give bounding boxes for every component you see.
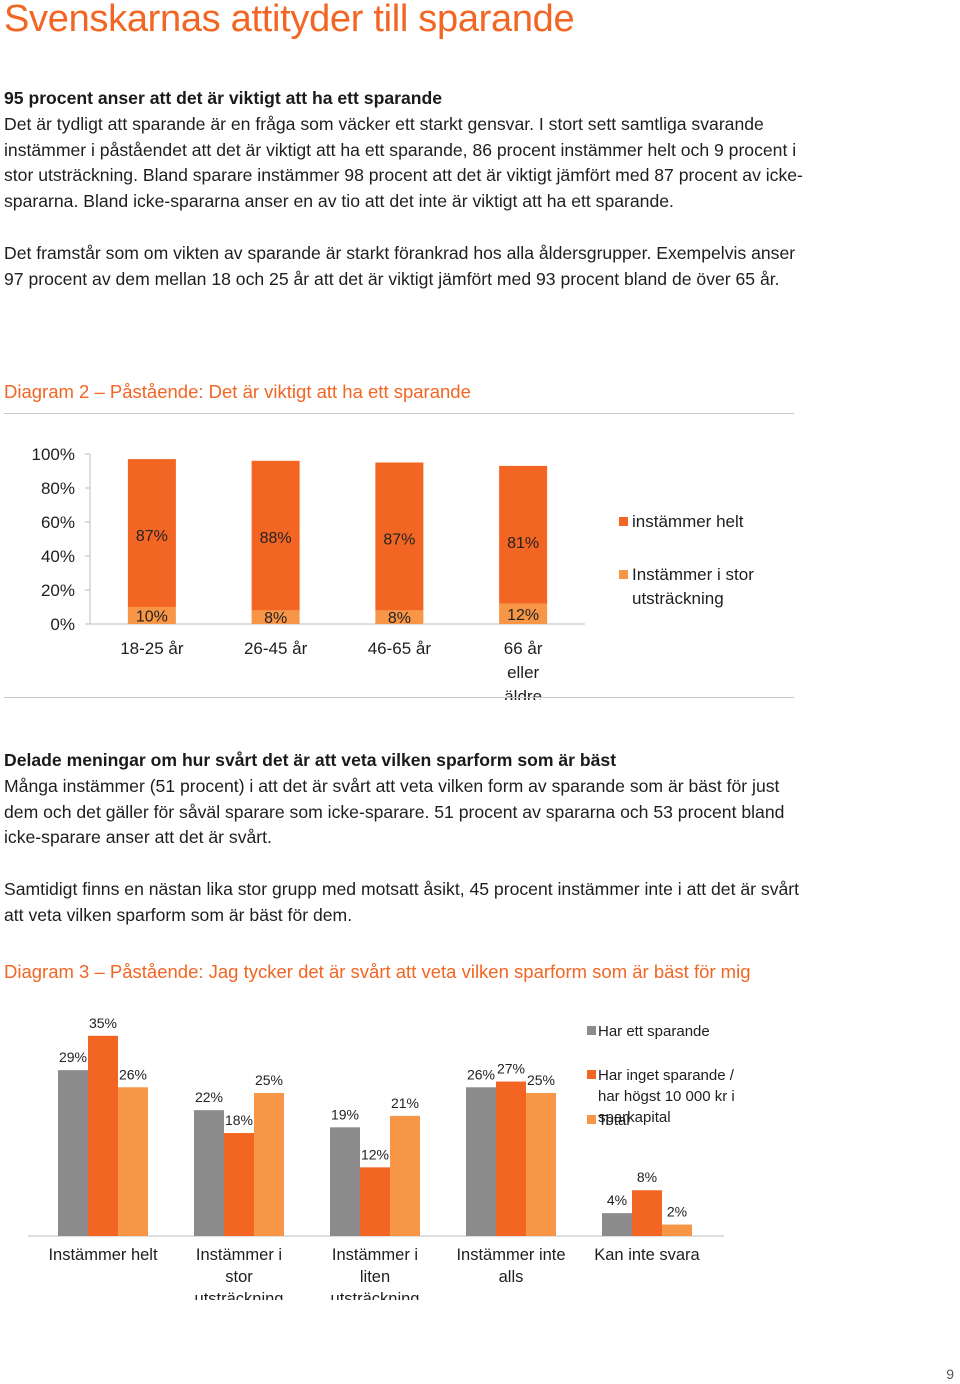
section-heading: 95 procent anser att det är viktigt att … bbox=[4, 88, 443, 108]
bar-segment bbox=[499, 465, 548, 604]
data-label: 35% bbox=[89, 1015, 117, 1031]
y-tick-label: 40% bbox=[41, 547, 75, 566]
bar-segment bbox=[127, 459, 176, 607]
legend-label: sparkapital bbox=[598, 1109, 671, 1126]
x-tick-label: Kan inte svara bbox=[594, 1246, 700, 1264]
section-heading: Delade meningar om hur svårt det är att … bbox=[4, 750, 617, 770]
bar-segment bbox=[375, 610, 424, 624]
data-label: 21% bbox=[391, 1095, 419, 1111]
data-label: 27% bbox=[497, 1061, 525, 1077]
bar bbox=[330, 1127, 360, 1236]
x-tick-label: Instämmer i bbox=[196, 1246, 282, 1264]
legend-swatch bbox=[587, 1115, 596, 1124]
bar bbox=[632, 1190, 662, 1236]
page-number: 9 bbox=[946, 1366, 954, 1382]
data-label: 12% bbox=[507, 607, 539, 624]
section-2: Delade meningar om hur svårt det är att … bbox=[4, 748, 804, 929]
bar bbox=[496, 1081, 526, 1236]
intro-section: 95 procent anser att det är viktigt att … bbox=[4, 86, 804, 292]
data-label: 19% bbox=[331, 1106, 359, 1122]
bar-segment bbox=[375, 462, 424, 611]
paragraph: Många instämmer (51 procent) i att det ä… bbox=[4, 775, 785, 848]
legend-label: Instämmer i stor bbox=[632, 565, 754, 584]
page-title: Svenskarnas attityder till sparande bbox=[4, 0, 575, 40]
x-tick-label: utsträckning bbox=[195, 1290, 284, 1300]
diagram-2-title: Diagram 2 – Påstående: Det är viktigt at… bbox=[4, 381, 471, 402]
legend-label: Total bbox=[598, 1112, 630, 1129]
x-tick-label: Instämmer inte bbox=[456, 1246, 565, 1264]
bar-segment bbox=[251, 610, 300, 624]
y-tick-label: 60% bbox=[41, 513, 75, 532]
data-label: 26% bbox=[467, 1066, 495, 1082]
x-tick-label: 26-45 år bbox=[244, 639, 308, 658]
bar bbox=[390, 1115, 420, 1236]
bar bbox=[602, 1213, 632, 1236]
legend-swatch bbox=[587, 1026, 596, 1035]
x-tick-label: alls bbox=[499, 1268, 524, 1286]
diagram-3-chart: 29% 35% 26% Instämmer helt 22%18% 25% Instämme… bbox=[28, 1015, 735, 1300]
legend-label: Har inget sparande / bbox=[598, 1067, 735, 1084]
bar-segment bbox=[499, 603, 548, 624]
data-label: 10% bbox=[136, 609, 168, 626]
data-label: 4% bbox=[607, 1192, 627, 1208]
y-tick-label: 100% bbox=[32, 445, 75, 464]
bar bbox=[526, 1093, 556, 1236]
bar bbox=[118, 1087, 148, 1236]
x-tick-label: stor bbox=[225, 1268, 253, 1286]
bar-segment bbox=[251, 460, 300, 611]
bar-segment bbox=[127, 607, 176, 624]
legend-label: instämmer helt bbox=[632, 512, 744, 531]
bar bbox=[58, 1070, 88, 1236]
legend-label: Har ett sparande bbox=[598, 1023, 710, 1040]
y-tick-label: 20% bbox=[41, 581, 75, 600]
data-label: 18% bbox=[225, 1112, 253, 1128]
diagram-2-chart: 0% 20% 40% 60% 80% 100% 10% 87% 18-25 år 8% 88% 26-… bbox=[32, 445, 755, 700]
x-tick-label: liten bbox=[360, 1268, 390, 1286]
bar bbox=[254, 1093, 284, 1236]
legend-swatch bbox=[619, 570, 628, 579]
diagram-3-title: Diagram 3 – Påstående: Jag tycker det är… bbox=[4, 961, 751, 982]
x-tick-label: eller bbox=[507, 663, 539, 682]
x-tick-label: äldre bbox=[504, 687, 542, 700]
data-label: 2% bbox=[667, 1204, 687, 1220]
bar bbox=[360, 1167, 390, 1236]
data-label: 8% bbox=[637, 1169, 657, 1185]
data-label: 26% bbox=[119, 1066, 147, 1082]
data-label: 8% bbox=[388, 610, 411, 627]
data-label: 25% bbox=[255, 1072, 283, 1088]
data-label: 29% bbox=[59, 1049, 87, 1065]
legend-label: utsträckning bbox=[632, 589, 724, 608]
divider bbox=[4, 697, 794, 698]
y-tick-label: 80% bbox=[41, 479, 75, 498]
x-tick-label: 66 år bbox=[504, 639, 543, 658]
legend-label: har högst 10 000 kr i bbox=[598, 1088, 735, 1105]
legend-swatch bbox=[587, 1070, 596, 1079]
x-tick-label: Instämmer i bbox=[332, 1246, 418, 1264]
paragraph: Samtidigt finns en nästan lika stor grup… bbox=[4, 878, 800, 925]
x-tick-label: Instämmer helt bbox=[48, 1246, 158, 1264]
legend-swatch bbox=[619, 517, 628, 526]
data-label: 88% bbox=[260, 530, 292, 547]
data-label: 87% bbox=[136, 528, 168, 545]
data-label: 12% bbox=[361, 1146, 389, 1162]
data-label: 87% bbox=[383, 532, 415, 549]
data-label: 25% bbox=[527, 1072, 555, 1088]
data-label: 81% bbox=[507, 535, 539, 552]
paragraph: Det framstår som om vikten av sparande ä… bbox=[4, 242, 796, 289]
bar bbox=[88, 1035, 118, 1236]
paragraph: Det är tydligt att sparande är en fråga … bbox=[4, 113, 803, 212]
data-label: 8% bbox=[264, 610, 287, 627]
bar bbox=[194, 1110, 224, 1236]
x-tick-label: 18-25 år bbox=[120, 639, 184, 658]
data-label: 22% bbox=[195, 1089, 223, 1105]
bar bbox=[662, 1224, 692, 1236]
divider bbox=[4, 413, 794, 414]
x-tick-label: utsträckning bbox=[331, 1290, 420, 1300]
bar bbox=[224, 1133, 254, 1236]
bar bbox=[466, 1087, 496, 1236]
y-tick-label: 0% bbox=[50, 615, 75, 634]
x-tick-label: 46-65 år bbox=[368, 639, 432, 658]
